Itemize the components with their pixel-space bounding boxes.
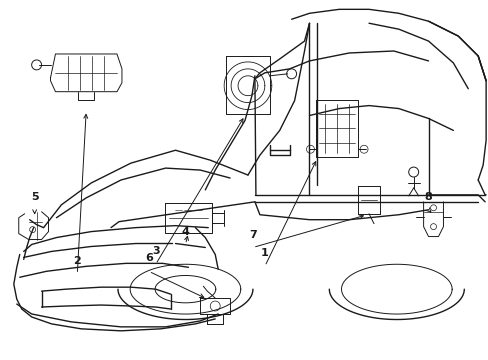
Text: 2: 2 [73,256,81,266]
Text: 8: 8 [424,192,431,202]
Text: 4: 4 [181,226,189,237]
Text: 6: 6 [144,253,152,264]
Text: 7: 7 [248,230,256,239]
Text: 3: 3 [152,246,159,256]
Text: 5: 5 [31,192,39,202]
Text: 1: 1 [261,248,268,258]
